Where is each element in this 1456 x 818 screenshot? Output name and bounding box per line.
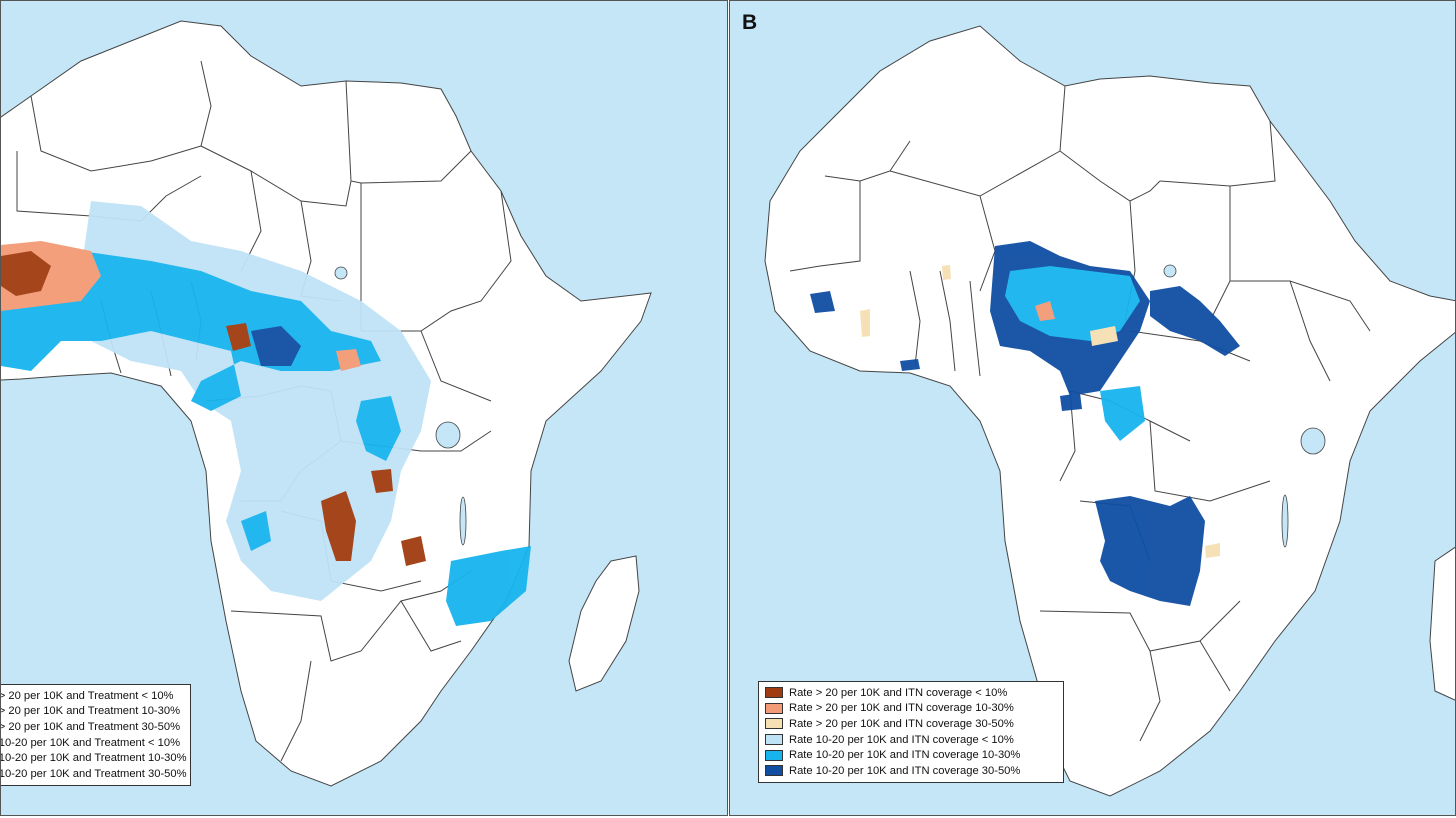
lake-tanganyika xyxy=(459,496,467,546)
region-rate-10-20-high-east xyxy=(1150,286,1240,356)
legend-item: Rate 10-20 per 10K and Treatment 10-30% xyxy=(1,750,187,766)
region-rate-10-20-mid-angola xyxy=(241,511,271,551)
region-rate-10-20-high xyxy=(251,326,301,366)
madagascar xyxy=(568,555,640,692)
region-rate-10-20-high-coast xyxy=(900,359,920,371)
region-rate-gt20-low xyxy=(1,251,51,296)
legend-swatch xyxy=(765,749,783,761)
legend-label: Rate 10-20 per 10K and Treatment 30-50% xyxy=(0,767,187,780)
legend-item: Rate > 20 per 10K and ITN coverage < 10% xyxy=(765,685,1055,701)
region-rate-10-20-mid-central xyxy=(356,396,401,461)
legend-label: Rate > 20 per 10K and ITN coverage < 10% xyxy=(789,686,1008,699)
region-rate-10-20-mid-south xyxy=(446,546,531,626)
region-rate-gt20-high-east xyxy=(1090,326,1118,346)
legend-label: Rate > 20 per 10K and ITN coverage 30-50… xyxy=(789,717,1014,730)
legend-label: Rate 10-20 per 10K and Treatment 10-30% xyxy=(0,752,187,765)
map-panel-a: Rate > 20 per 10K and Treatment < 10% Ra… xyxy=(0,0,728,816)
region-rate-gt20-high-nw xyxy=(942,265,951,280)
legend-item: Rate > 20 per 10K and Treatment < 10% xyxy=(1,688,182,704)
region-rate-10-20-high-angola xyxy=(1095,496,1205,606)
lake-tanganyika xyxy=(1281,494,1289,548)
lake-victoria xyxy=(1300,427,1326,455)
region-rate-gt20-high xyxy=(860,309,870,337)
legend-a: Rate > 20 per 10K and Treatment < 10% Ra… xyxy=(0,684,191,786)
legend-item: Rate > 20 per 10K and Treatment 30-50% xyxy=(1,719,182,735)
legend-item: Rate > 20 per 10K and ITN coverage 10-30… xyxy=(765,701,1055,717)
region-rate-gt20-mid-east xyxy=(336,349,361,371)
legend-item: Rate > 20 per 10K and Treatment 10-30% xyxy=(1,704,182,720)
africa-map-a xyxy=(1,20,652,787)
legend-label: Rate 10-20 per 10K and ITN coverage 10-3… xyxy=(789,749,1021,762)
risk-regions-a xyxy=(1,201,531,626)
region-rate-gt20-low-zambia xyxy=(401,536,426,566)
legend-item: Rate 10-20 per 10K and ITN coverage 30-5… xyxy=(765,763,1055,779)
lake-chad xyxy=(334,266,348,280)
legend-label: Rate 10-20 per 10K and ITN coverage 30-5… xyxy=(789,764,1021,777)
region-rate-gt20-low-drc-east xyxy=(371,469,393,493)
region-rate-10-20-mid xyxy=(1,251,381,411)
map-panel-b: B Rate > 20 per 10K and ITN coverage < 1… xyxy=(729,0,1456,816)
legend-swatch xyxy=(765,765,783,777)
legend-item: Rate 10-20 per 10K and Treatment < 10% xyxy=(0,735,182,751)
region-rate-gt20-mid xyxy=(1035,301,1055,321)
legend-label: Rate > 20 per 10K and Treatment < 10% xyxy=(1,689,174,702)
legend-item: Rate 10-20 per 10K and Treatment 30-50% xyxy=(1,766,187,782)
legend-label: Rate > 20 per 10K and Treatment 30-50% xyxy=(1,720,181,733)
legend-label: Rate > 20 per 10K and Treatment 10-30% xyxy=(1,705,181,718)
legend-swatch xyxy=(765,702,783,714)
risk-regions-b xyxy=(810,241,1240,606)
lake-chad xyxy=(1163,264,1177,278)
region-rate-gt20-low-nigeria xyxy=(226,323,251,351)
lake-victoria xyxy=(435,421,461,449)
legend-swatch xyxy=(765,687,783,699)
region-rate-gt20-high-zambia xyxy=(1205,543,1220,558)
legend-swatch xyxy=(765,734,783,746)
panel-label: B xyxy=(742,11,758,34)
legend-item: Rate > 20 per 10K and ITN coverage 30-50… xyxy=(765,716,1055,732)
legend-swatch xyxy=(765,718,783,730)
africa-map-b xyxy=(764,25,1455,797)
legend-label: Rate > 20 per 10K and ITN coverage 10-30… xyxy=(789,702,1014,715)
region-rate-10-20-mid xyxy=(1005,266,1140,341)
legend-item: Rate 10-20 per 10K and ITN coverage < 10… xyxy=(765,732,1055,748)
legend-b: Rate > 20 per 10K and ITN coverage < 10%… xyxy=(758,681,1064,783)
region-rate-10-20-high-west xyxy=(810,291,835,313)
madagascar xyxy=(1429,546,1455,701)
region-rate-10-20-high-gulf xyxy=(1060,393,1082,411)
region-rate-gt20-low-drc xyxy=(321,491,356,561)
region-rate-10-20-mid-gabon xyxy=(1100,386,1145,441)
legend-item: Rate 10-20 per 10K and ITN coverage 10-3… xyxy=(765,747,1055,763)
legend-label: Rate 10-20 per 10K and ITN coverage < 10… xyxy=(789,733,1014,746)
legend-label: Rate 10-20 per 10K and Treatment < 10% xyxy=(0,736,181,749)
